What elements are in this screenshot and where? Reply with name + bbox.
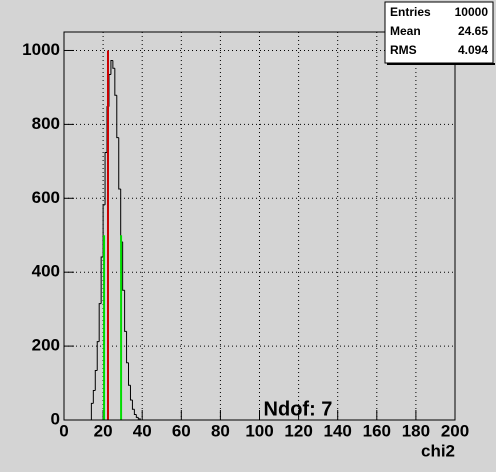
histogram-bin [112,60,115,69]
histogram-bin [135,414,139,418]
x-tick-label: 60 [172,421,191,440]
histogram-bin [94,369,98,391]
histogram-bin [90,402,94,420]
stats-box [384,1,494,64]
x-tick-label: 200 [441,421,469,440]
histogram-bin [100,256,104,304]
histogram-bin [124,290,127,332]
x-tick-label: 80 [211,421,230,440]
histogram-bin [122,241,125,291]
stat-value: 10000 [455,5,489,19]
x-tick-label: 140 [324,421,352,440]
stat-label: Mean [390,24,421,38]
histogram-bin [98,303,102,342]
histogram-bin [110,59,113,75]
stat-label: Entries [390,5,431,19]
histogram-bin [128,362,131,386]
x-tick-label: 180 [402,421,430,440]
frame [63,31,456,421]
x-tick-label: 20 [94,421,113,440]
histogram-bin [118,137,121,190]
stats-shadow [387,63,495,65]
y-tick-label: 1000 [22,40,60,59]
histogram-bin [137,417,141,420]
x-tick-label: 120 [284,421,312,440]
stat-label: RMS [390,43,417,57]
y-tick-label: 0 [51,409,60,428]
annotation: Ndof: 7 [264,398,333,420]
histogram-bin [96,341,100,371]
x-tick-label: 0 [59,421,68,440]
x-tick-label: 160 [363,421,391,440]
histogram-bin [92,389,96,404]
histogram-bin [126,331,129,364]
x-axis-label: chi2 [421,441,455,460]
y-tick-label: 600 [32,188,60,207]
stat-value: 4.094 [458,43,488,57]
histogram-bin [131,400,135,410]
histogram-bin [114,68,117,96]
histogram-bin [116,95,119,139]
histogram-bin [104,151,108,205]
y-tick-label: 200 [32,336,60,355]
x-tick-label: 40 [133,421,152,440]
stat-value: 24.65 [458,24,488,38]
x-tick-label: 100 [245,421,273,440]
y-tick-label: 800 [32,114,60,133]
y-tick-label: 400 [32,262,60,281]
histogram-bin [133,409,137,415]
histogram-bin [129,385,133,401]
frame-bg [64,32,455,420]
